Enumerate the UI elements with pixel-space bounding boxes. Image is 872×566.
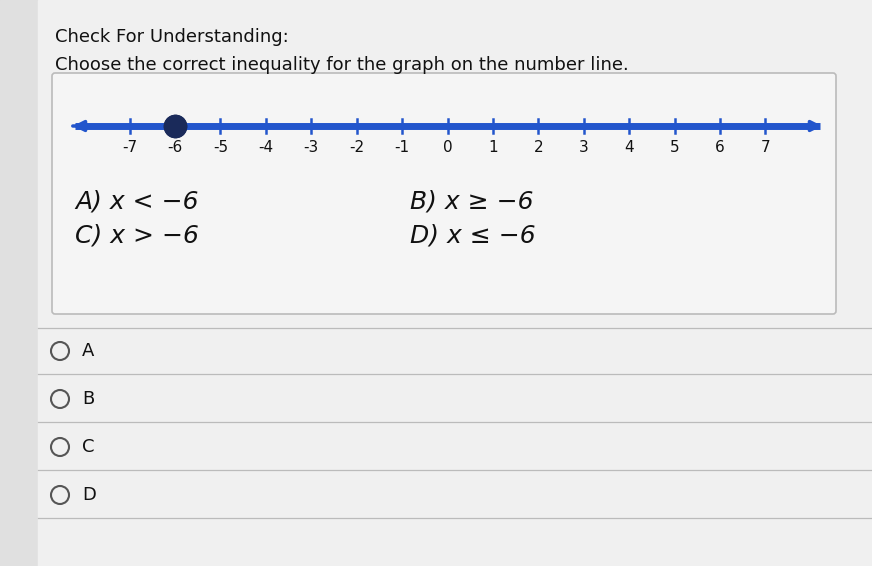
Text: A: A [82, 342, 94, 360]
Text: -5: -5 [213, 140, 228, 155]
Text: 3: 3 [579, 140, 589, 155]
Text: C) x > −6: C) x > −6 [75, 224, 199, 248]
Text: Check For Understanding:: Check For Understanding: [55, 28, 289, 46]
Text: D) x ≤ −6: D) x ≤ −6 [410, 224, 535, 248]
Text: 1: 1 [488, 140, 498, 155]
Text: 2: 2 [534, 140, 543, 155]
Text: 5: 5 [670, 140, 679, 155]
Text: -6: -6 [167, 140, 182, 155]
Text: -3: -3 [303, 140, 319, 155]
Text: 7: 7 [760, 140, 770, 155]
Text: -2: -2 [349, 140, 364, 155]
Text: B: B [82, 390, 94, 408]
Text: 0: 0 [443, 140, 453, 155]
Text: 6: 6 [715, 140, 725, 155]
Text: -4: -4 [258, 140, 273, 155]
Text: 4: 4 [624, 140, 634, 155]
Text: C: C [82, 438, 94, 456]
Text: Choose the correct inequality for the graph on the number line.: Choose the correct inequality for the gr… [55, 56, 629, 74]
FancyBboxPatch shape [52, 73, 836, 314]
Text: A) x < −6: A) x < −6 [75, 189, 199, 213]
Text: -7: -7 [122, 140, 137, 155]
Text: D: D [82, 486, 96, 504]
Text: B) x ≥ −6: B) x ≥ −6 [410, 189, 534, 213]
Text: -1: -1 [394, 140, 410, 155]
